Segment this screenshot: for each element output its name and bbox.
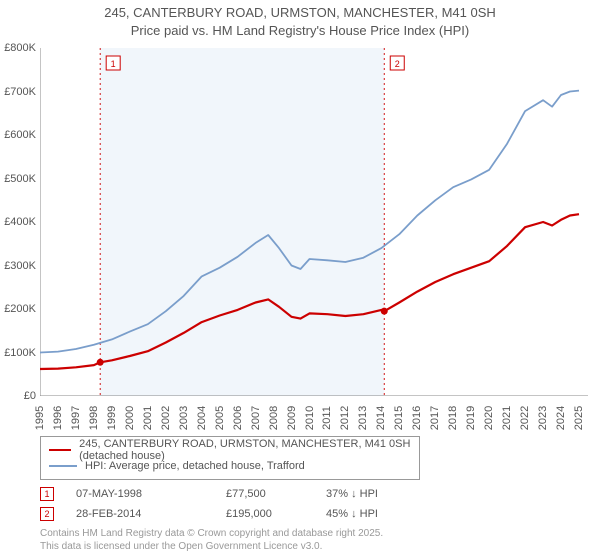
- sale-date: 28-FEB-2014: [76, 508, 226, 520]
- svg-text:1: 1: [111, 59, 116, 69]
- x-tick-label: 1999: [106, 406, 118, 430]
- x-tick-label: 2023: [537, 406, 549, 430]
- x-tick-label: 2010: [304, 406, 316, 430]
- x-tick-label: 2004: [196, 406, 208, 430]
- chart-svg: 12: [40, 48, 588, 396]
- sales-table: 1 07-MAY-1998 £77,500 37% ↓ HPI 2 28-FEB…: [40, 484, 426, 524]
- y-tick-label: £600K: [0, 129, 36, 141]
- sale-row: 1 07-MAY-1998 £77,500 37% ↓ HPI: [40, 484, 426, 504]
- sale-marker-2: 2: [40, 507, 54, 521]
- sale-price: £195,000: [226, 508, 326, 520]
- x-tick-label: 2022: [519, 406, 531, 430]
- x-tick-label: 2013: [357, 406, 369, 430]
- legend-item: 245, CANTERBURY ROAD, URMSTON, MANCHESTE…: [49, 442, 411, 458]
- legend-label: HPI: Average price, detached house, Traf…: [85, 460, 305, 472]
- x-tick-label: 2006: [232, 406, 244, 430]
- x-tick-label: 2025: [573, 406, 585, 430]
- y-tick-label: £300K: [0, 260, 36, 272]
- sale-price: £77,500: [226, 488, 326, 500]
- y-tick-label: £700K: [0, 86, 36, 98]
- sale-date: 07-MAY-1998: [76, 488, 226, 500]
- chart-title: 245, CANTERBURY ROAD, URMSTON, MANCHESTE…: [0, 0, 600, 39]
- y-tick-label: £500K: [0, 173, 36, 185]
- y-tick-label: £800K: [0, 42, 36, 54]
- x-tick-label: 2011: [321, 406, 333, 430]
- y-tick-label: £0: [0, 390, 36, 402]
- x-tick-label: 2012: [339, 406, 351, 430]
- sale-marker-1: 1: [40, 487, 54, 501]
- sale-pct: 37% ↓ HPI: [326, 488, 426, 500]
- x-tick-label: 2008: [268, 406, 280, 430]
- x-tick-label: 1997: [70, 406, 82, 430]
- y-tick-label: £100K: [0, 347, 36, 359]
- legend-swatch-price: [49, 449, 71, 451]
- x-tick-label: 2024: [555, 406, 567, 430]
- x-tick-label: 1998: [88, 406, 100, 430]
- x-tick-label: 2002: [160, 406, 172, 430]
- x-tick-label: 2007: [250, 406, 262, 430]
- x-tick-label: 2009: [286, 406, 298, 430]
- sale-pct: 45% ↓ HPI: [326, 508, 426, 520]
- legend-swatch-hpi: [49, 465, 77, 467]
- chart-container: 245, CANTERBURY ROAD, URMSTON, MANCHESTE…: [0, 0, 600, 560]
- title-line-1: 245, CANTERBURY ROAD, URMSTON, MANCHESTE…: [104, 5, 496, 20]
- x-tick-label: 2016: [411, 406, 423, 430]
- x-tick-label: 2019: [465, 406, 477, 430]
- y-tick-label: £200K: [0, 303, 36, 315]
- x-tick-label: 2017: [429, 406, 441, 430]
- svg-text:2: 2: [395, 59, 400, 69]
- chart-area: 12 £0£100K£200K£300K£400K£500K£600K£700K…: [40, 48, 588, 396]
- title-line-2: Price paid vs. HM Land Registry's House …: [131, 23, 469, 38]
- y-tick-label: £400K: [0, 216, 36, 228]
- x-tick-label: 2015: [393, 406, 405, 430]
- footnote-line-2: This data is licensed under the Open Gov…: [40, 541, 322, 552]
- x-tick-label: 2014: [375, 406, 387, 430]
- legend-label: 245, CANTERBURY ROAD, URMSTON, MANCHESTE…: [79, 438, 411, 462]
- x-tick-label: 2020: [483, 406, 495, 430]
- x-tick-label: 2000: [124, 406, 136, 430]
- footnote: Contains HM Land Registry data © Crown c…: [40, 528, 383, 553]
- x-tick-label: 2005: [214, 406, 226, 430]
- x-tick-label: 1995: [34, 406, 46, 430]
- x-tick-label: 2021: [501, 406, 513, 430]
- footnote-line-1: Contains HM Land Registry data © Crown c…: [40, 528, 383, 539]
- legend: 245, CANTERBURY ROAD, URMSTON, MANCHESTE…: [40, 436, 420, 480]
- sale-row: 2 28-FEB-2014 £195,000 45% ↓ HPI: [40, 504, 426, 524]
- x-tick-label: 2001: [142, 406, 154, 430]
- x-tick-label: 2003: [178, 406, 190, 430]
- x-tick-label: 1996: [52, 406, 64, 430]
- x-tick-label: 2018: [447, 406, 459, 430]
